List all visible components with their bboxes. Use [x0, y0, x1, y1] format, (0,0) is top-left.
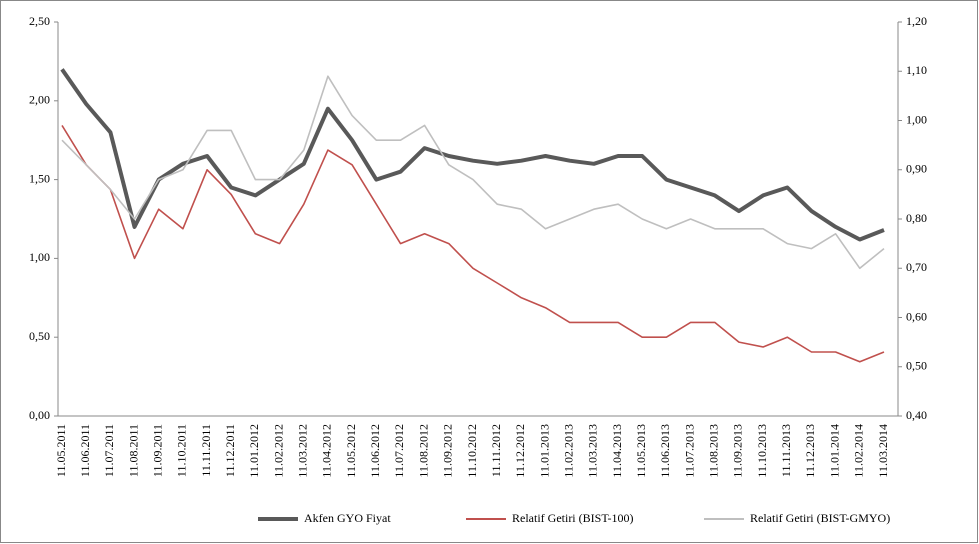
x-tick-label: 11.03.2013	[586, 424, 600, 478]
x-tick-label: 11.06.2011	[78, 424, 92, 477]
x-tick-label: 11.07.2013	[682, 424, 696, 478]
x-tick-label: 11.11.2012	[489, 424, 503, 477]
x-tick-label: 11.11.2013	[779, 424, 793, 477]
x-tick-label: 11.10.2012	[465, 424, 479, 478]
x-tick-label: 11.06.2012	[368, 424, 382, 478]
y-tick-label: 2,00	[29, 93, 50, 107]
y-tick-label: 2,50	[29, 14, 50, 28]
y-tick-label: 1,00	[29, 250, 50, 264]
y2-tick-label: 0,90	[906, 162, 927, 176]
y2-tick-label: 0,80	[906, 211, 927, 225]
x-tick-label: 11.12.2013	[803, 424, 817, 478]
x-tick-label: 11.09.2013	[731, 424, 745, 478]
x-tick-label: 11.12.2011	[223, 424, 237, 477]
x-tick-label: 11.03.2014	[876, 424, 890, 478]
legend-label: Relatif Getiri (BIST-GMYO)	[750, 511, 890, 525]
x-tick-label: 11.08.2013	[707, 424, 721, 478]
x-tick-label: 11.04.2013	[610, 424, 624, 478]
y-tick-label: 1,50	[29, 171, 50, 185]
legend-label: Relatif Getiri (BIST-100)	[512, 511, 634, 525]
x-tick-label: 11.01.2013	[537, 424, 551, 478]
x-tick-label: 11.07.2012	[392, 424, 406, 478]
x-tick-label: 11.01.2012	[247, 424, 261, 478]
y2-tick-label: 0,50	[906, 359, 927, 373]
x-tick-label: 11.12.2012	[513, 424, 527, 478]
x-tick-label: 11.03.2012	[296, 424, 310, 478]
x-tick-label: 11.08.2012	[416, 424, 430, 478]
series-line	[61, 124, 885, 363]
x-tick-label: 11.09.2012	[441, 424, 455, 478]
series-line	[61, 75, 885, 270]
x-tick-label: 11.02.2013	[561, 424, 575, 478]
x-tick-label: 11.09.2011	[150, 424, 164, 477]
x-tick-label: 11.05.2011	[54, 424, 68, 477]
y2-tick-label: 0,70	[906, 260, 927, 274]
x-tick-label: 11.02.2014	[852, 424, 866, 478]
x-tick-label: 11.02.2012	[271, 424, 285, 478]
x-tick-label: 11.08.2011	[126, 424, 140, 477]
x-tick-label: 11.11.2011	[199, 424, 213, 477]
legend-label: Akfen GYO Fiyat	[304, 511, 391, 525]
x-tick-label: 11.05.2012	[344, 424, 358, 478]
x-tick-label: 11.10.2013	[755, 424, 769, 478]
y2-tick-label: 1,10	[906, 63, 927, 77]
series-line	[60, 68, 885, 242]
x-tick-label: 11.10.2011	[175, 424, 189, 477]
y2-tick-label: 0,60	[906, 309, 927, 323]
y2-tick-label: 1,00	[906, 112, 927, 126]
x-tick-label: 11.06.2013	[658, 424, 672, 478]
y2-tick-label: 0,40	[906, 408, 927, 422]
x-tick-label: 11.05.2013	[634, 424, 648, 478]
x-tick-label: 11.01.2014	[827, 424, 841, 478]
x-tick-label: 11.07.2011	[102, 424, 116, 477]
y-tick-label: 0,00	[29, 408, 50, 422]
y-tick-label: 0,50	[29, 329, 50, 343]
x-tick-label: 11.04.2012	[320, 424, 334, 478]
y2-tick-label: 1,20	[906, 14, 927, 28]
